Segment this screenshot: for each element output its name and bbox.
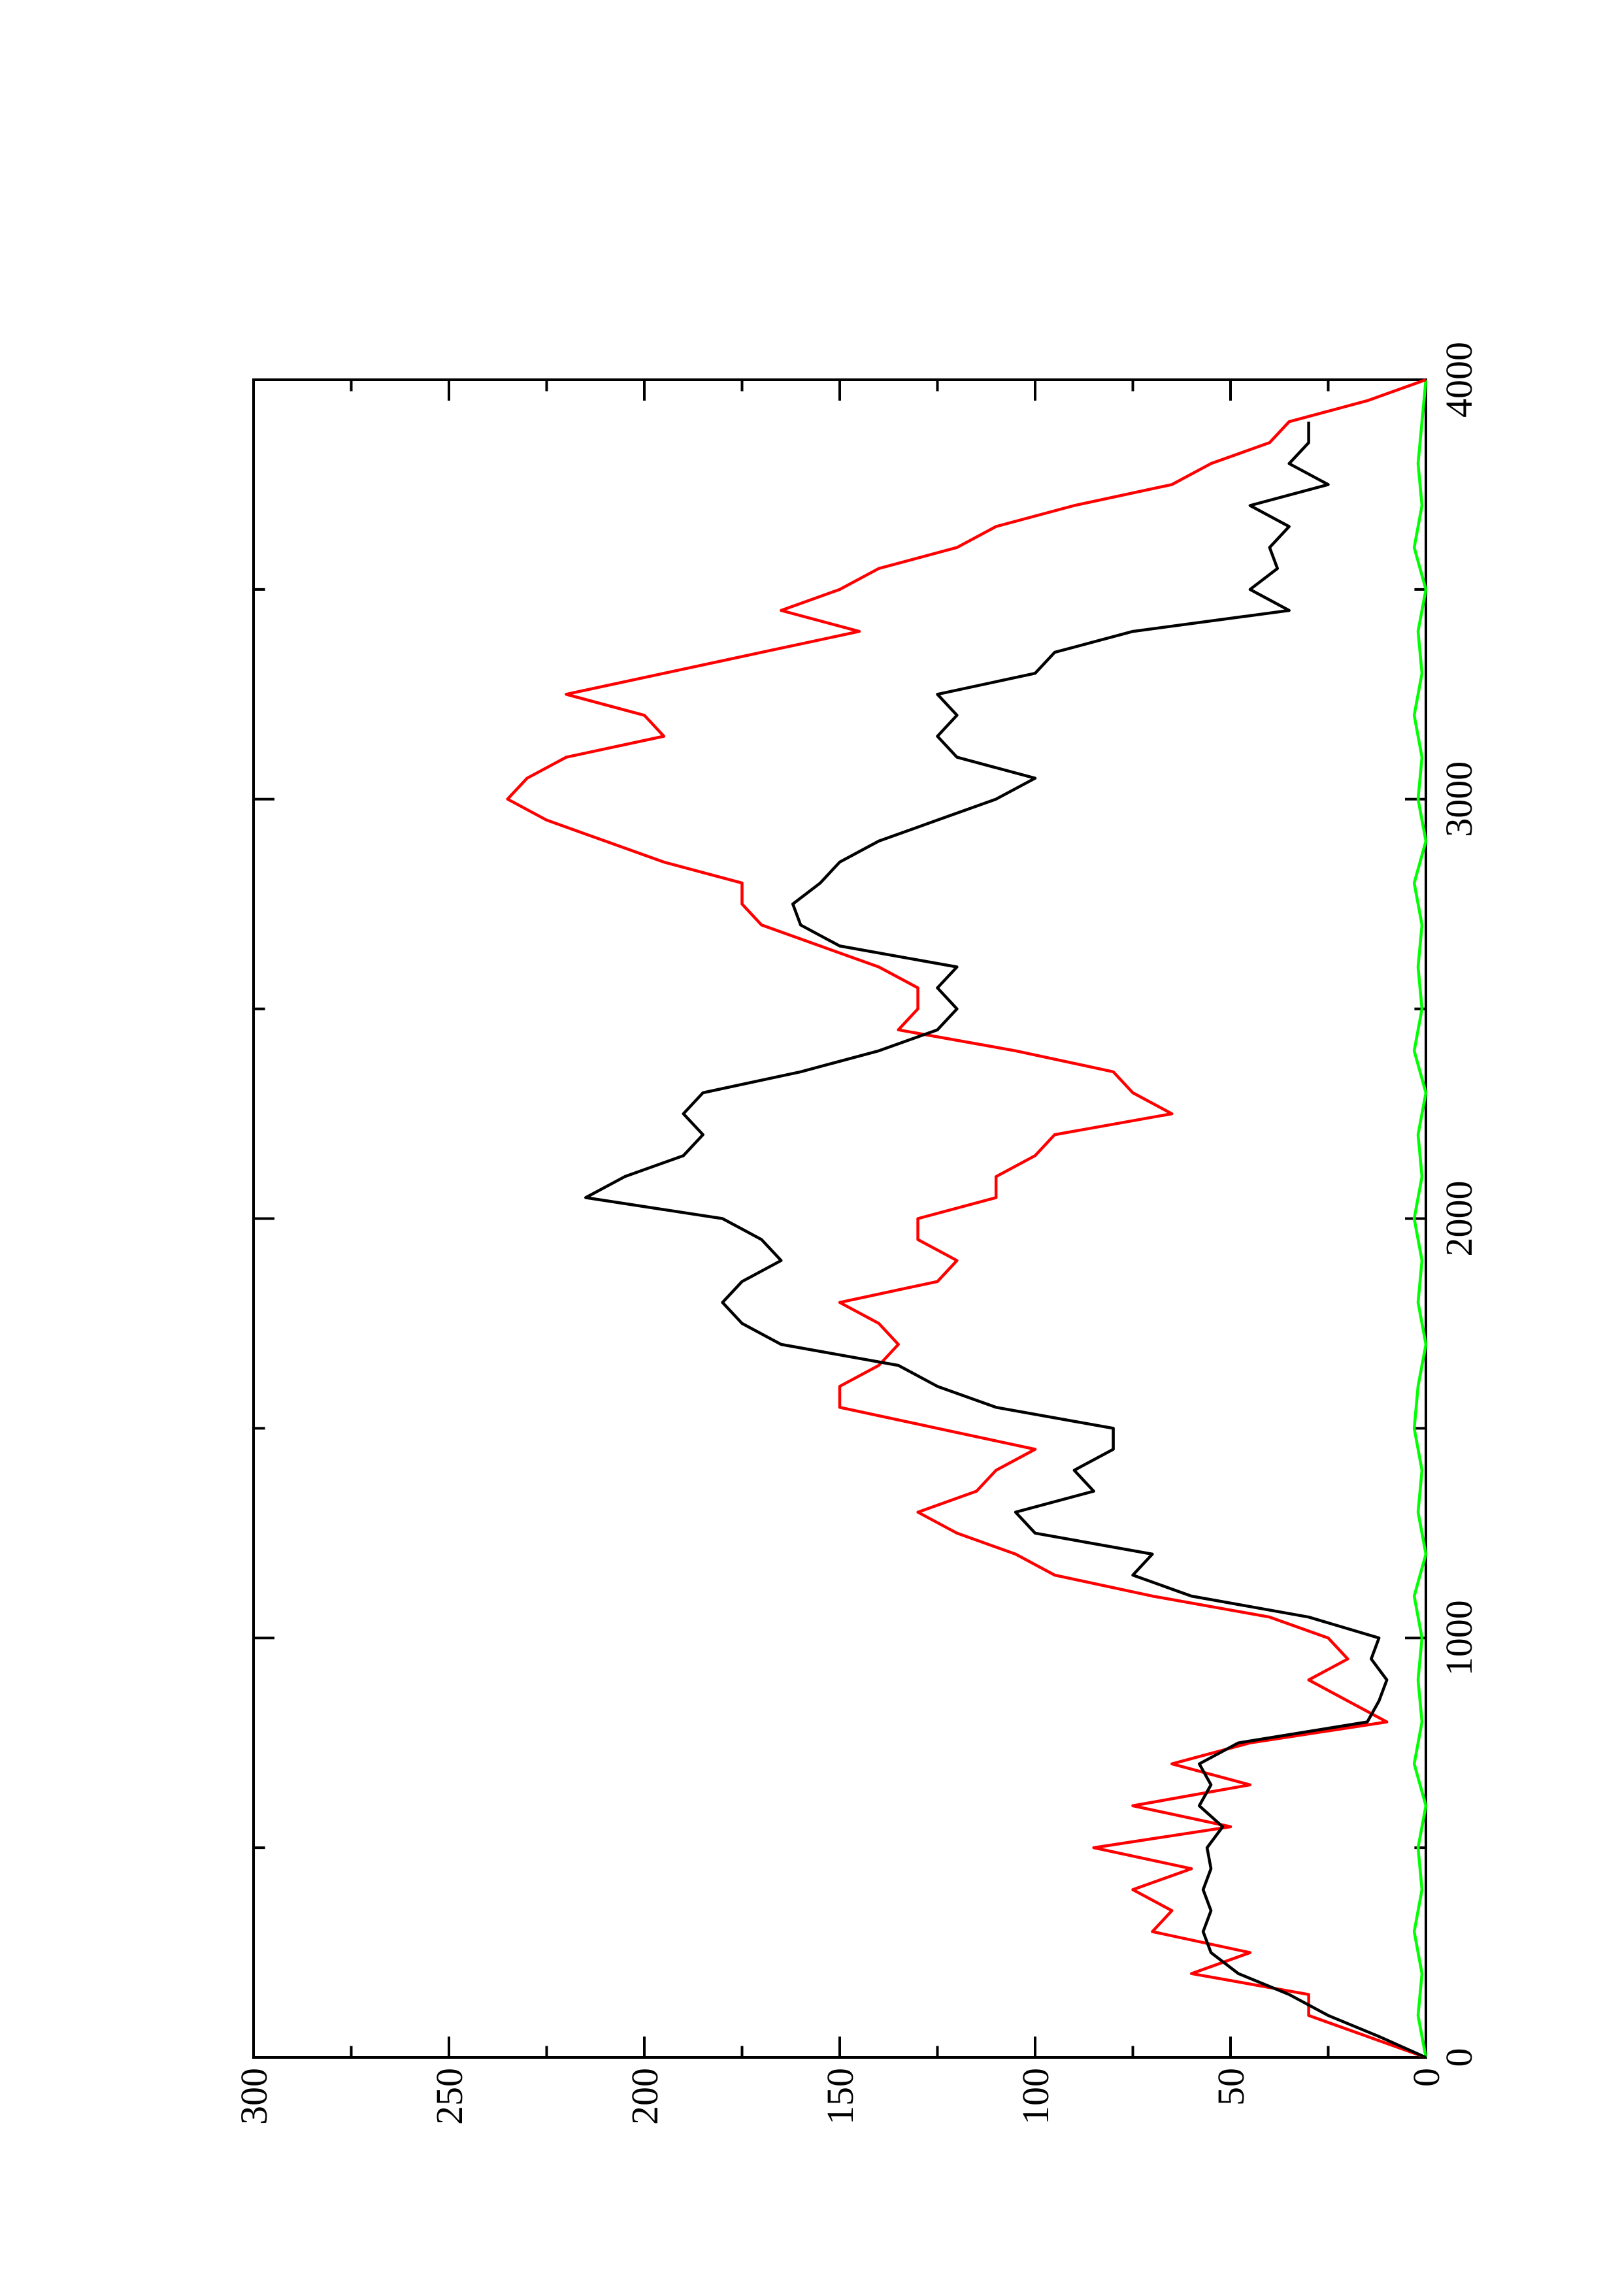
plot-frame bbox=[252, 378, 1427, 2059]
series-line bbox=[1412, 379, 1428, 2058]
y-tick-label: 200 bbox=[623, 2068, 666, 2125]
plot-area: 0 1000 2000 3000 4000 0 50 100 150 200 250 300 bbox=[233, 342, 1480, 2125]
y-tick-label: 0 bbox=[1405, 2068, 1447, 2087]
x-tick-label: 1000 bbox=[1438, 1600, 1480, 1676]
y-tick-label: 300 bbox=[233, 2068, 275, 2125]
y-tick-label: 100 bbox=[1014, 2068, 1057, 2125]
y-tick-label: 50 bbox=[1210, 2068, 1252, 2106]
y-tick-label: 250 bbox=[428, 2068, 471, 2125]
x-tick-label: 0 bbox=[1438, 2048, 1480, 2067]
x-tick-label: 4000 bbox=[1438, 342, 1480, 418]
series-line bbox=[506, 378, 1427, 2059]
x-tick-label: 3000 bbox=[1438, 761, 1480, 837]
series-line bbox=[584, 422, 1427, 2059]
y-tick-label: 150 bbox=[819, 2068, 861, 2125]
x-tick-label: 2000 bbox=[1438, 1181, 1480, 1257]
